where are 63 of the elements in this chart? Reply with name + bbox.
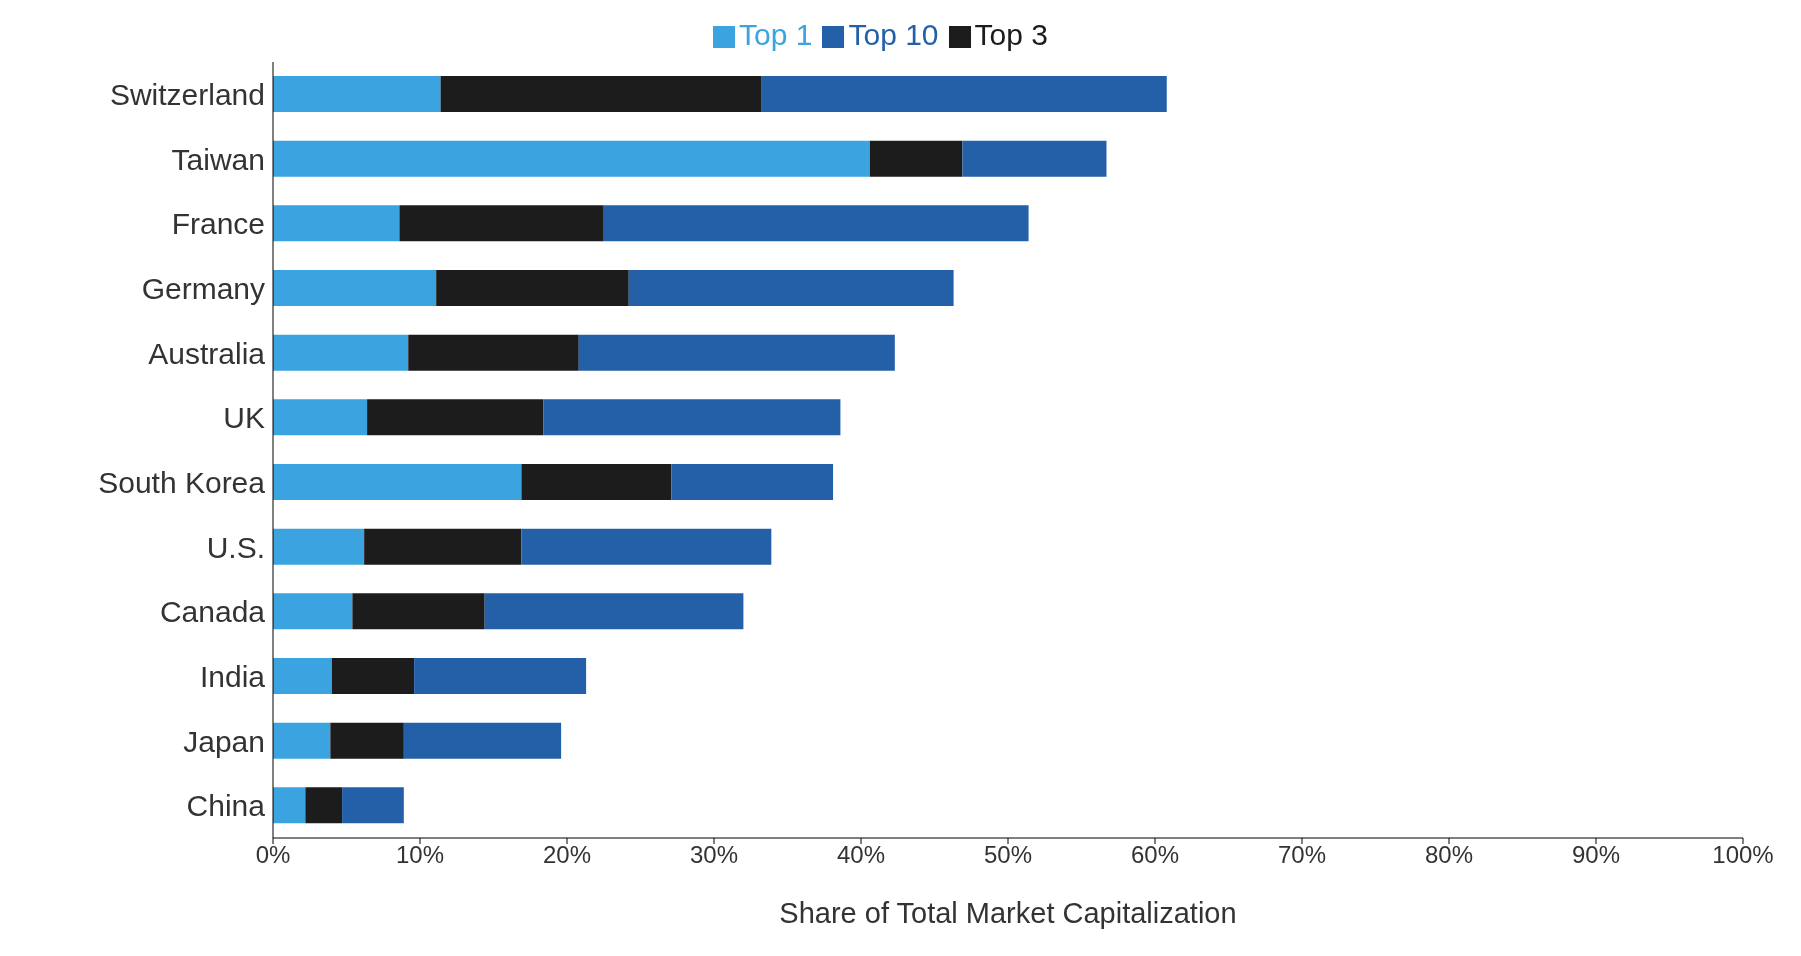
bar — [352, 593, 485, 630]
bar — [342, 787, 404, 824]
bar — [408, 334, 579, 371]
y-tick-label: India — [199, 659, 266, 693]
bar — [273, 399, 368, 436]
bar — [399, 205, 604, 242]
x-tick-label: 100% — [1712, 841, 1774, 869]
x-tick-label: 40% — [836, 841, 886, 869]
x-tick-label: 10% — [395, 841, 445, 869]
y-tick-label: Japan — [183, 724, 265, 758]
x-tick-label: 50% — [983, 841, 1033, 869]
bar — [603, 205, 1029, 242]
bar — [330, 722, 404, 759]
bar — [273, 464, 522, 500]
bar — [436, 270, 629, 306]
y-tick-label: China — [186, 789, 266, 823]
x-tick-label: 20% — [542, 841, 592, 869]
bar — [273, 334, 409, 371]
bar — [273, 722, 331, 759]
bar — [521, 464, 672, 500]
bar — [273, 140, 870, 177]
bar — [440, 76, 762, 112]
bar — [273, 76, 441, 112]
legend-label: Top 1 — [739, 18, 813, 51]
bar — [331, 658, 415, 694]
y-tick-label: Taiwan — [171, 142, 265, 176]
y-tick-label: Germany — [141, 271, 265, 305]
bar — [628, 270, 954, 306]
bar — [403, 722, 562, 759]
y-tick-label: Canada — [159, 595, 266, 629]
bar — [543, 399, 841, 436]
x-tick-label: 70% — [1277, 841, 1327, 869]
bar — [761, 76, 1167, 112]
y-tick-label: France — [171, 207, 265, 241]
y-tick-label: U.S. — [206, 530, 265, 564]
bar — [305, 787, 343, 824]
x-tick-label: 90% — [1571, 841, 1621, 869]
bar — [273, 205, 400, 242]
bar — [671, 464, 834, 500]
bar — [414, 658, 587, 694]
y-tick-label: South Korea — [98, 465, 266, 499]
bar — [962, 140, 1107, 177]
y-tick-label: UK — [223, 401, 265, 435]
y-tick-label: Switzerland — [109, 77, 265, 111]
bar — [273, 787, 306, 824]
bar — [364, 528, 522, 565]
bar — [869, 140, 963, 177]
legend-label: Top 3 — [974, 18, 1048, 51]
bar — [273, 658, 332, 694]
x-tick-label: 80% — [1424, 841, 1474, 869]
x-tick-label: 30% — [689, 841, 739, 869]
bar — [484, 593, 744, 630]
y-tick-label: Australia — [148, 336, 266, 370]
x-tick-label: 0% — [255, 841, 291, 869]
bar — [367, 399, 544, 436]
bar — [578, 334, 895, 371]
bar — [273, 528, 365, 565]
bar — [273, 593, 353, 630]
x-axis-title: Share of Total Market Capitalization — [779, 897, 1237, 929]
legend-label: Top 10 — [848, 18, 939, 51]
x-tick-label: 60% — [1130, 841, 1180, 869]
bar — [521, 528, 772, 565]
bar — [273, 270, 437, 306]
